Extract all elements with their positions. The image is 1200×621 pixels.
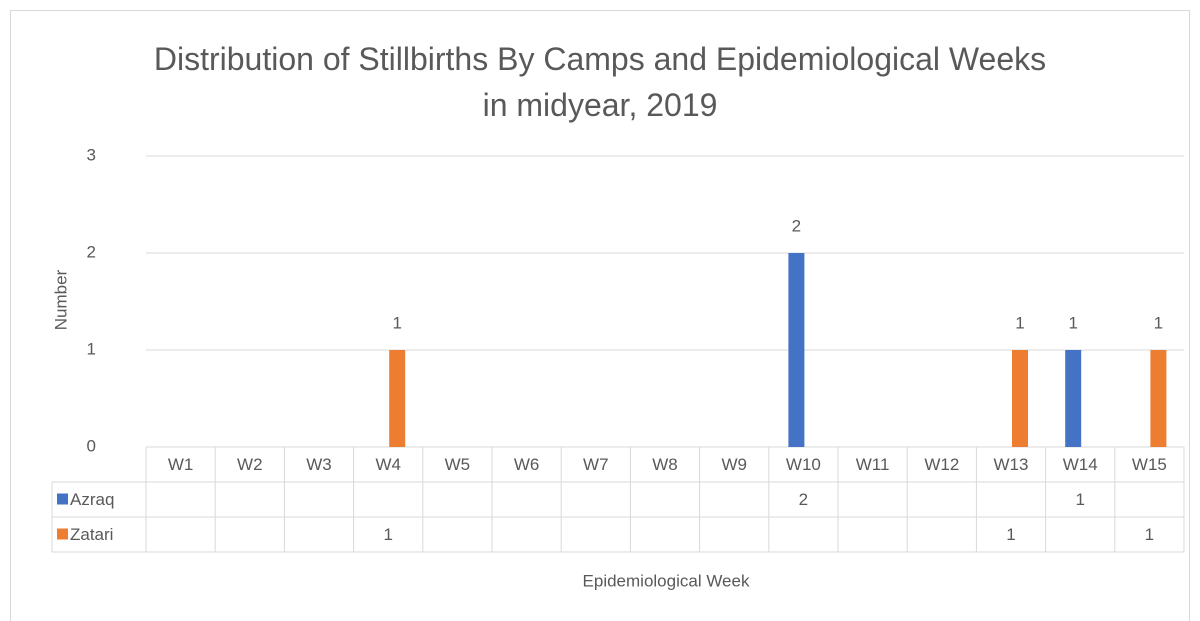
x-tick-label: W5 <box>445 455 471 474</box>
y-tick-label: 3 <box>87 145 96 164</box>
x-tick-label: W15 <box>1132 455 1167 474</box>
bar <box>1012 350 1028 447</box>
data-label: 1 <box>1068 313 1077 332</box>
x-tick-label: W4 <box>375 455 401 474</box>
bar <box>1065 350 1082 447</box>
legend-swatch <box>57 493 68 505</box>
data-label: 1 <box>392 313 401 332</box>
x-tick-label: W6 <box>514 455 540 474</box>
x-tick-label: W2 <box>237 455 263 474</box>
chart-border <box>10 10 1190 621</box>
y-tick-label: 1 <box>87 339 96 358</box>
data-label: 1 <box>1154 313 1163 332</box>
legend-swatch <box>57 528 68 540</box>
table-value: 1 <box>1006 525 1015 544</box>
bar <box>1150 350 1167 447</box>
x-tick-label: W7 <box>583 455 609 474</box>
bar <box>389 350 406 447</box>
table-value: 1 <box>1145 525 1154 544</box>
x-tick-label: W13 <box>994 455 1029 474</box>
legend-label: Azraq <box>70 490 114 509</box>
data-label: 1 <box>1015 313 1024 332</box>
bar <box>788 253 805 447</box>
x-tick-label: W9 <box>721 455 747 474</box>
data-label: 2 <box>792 216 801 235</box>
x-tick-label: W14 <box>1063 455 1098 474</box>
x-axis-title: Epidemiological Week <box>583 571 750 590</box>
x-tick-label: W10 <box>786 455 821 474</box>
x-tick-label: W11 <box>856 455 890 474</box>
chart-title: Distribution of Stillbirths By Camps and… <box>153 41 1047 123</box>
x-tick-label: W1 <box>168 455 194 474</box>
y-tick-label: 0 <box>87 436 96 455</box>
y-tick-label: 2 <box>87 242 96 261</box>
table-value: 2 <box>799 490 808 509</box>
x-tick-label: W12 <box>924 455 959 474</box>
y-axis-title: Number <box>51 269 70 330</box>
table-value: 1 <box>383 525 392 544</box>
x-tick-label: W3 <box>306 455 332 474</box>
table-value: 1 <box>1075 490 1084 509</box>
x-tick-label: W8 <box>652 455 678 474</box>
legend-label: Zatari <box>70 525 113 544</box>
